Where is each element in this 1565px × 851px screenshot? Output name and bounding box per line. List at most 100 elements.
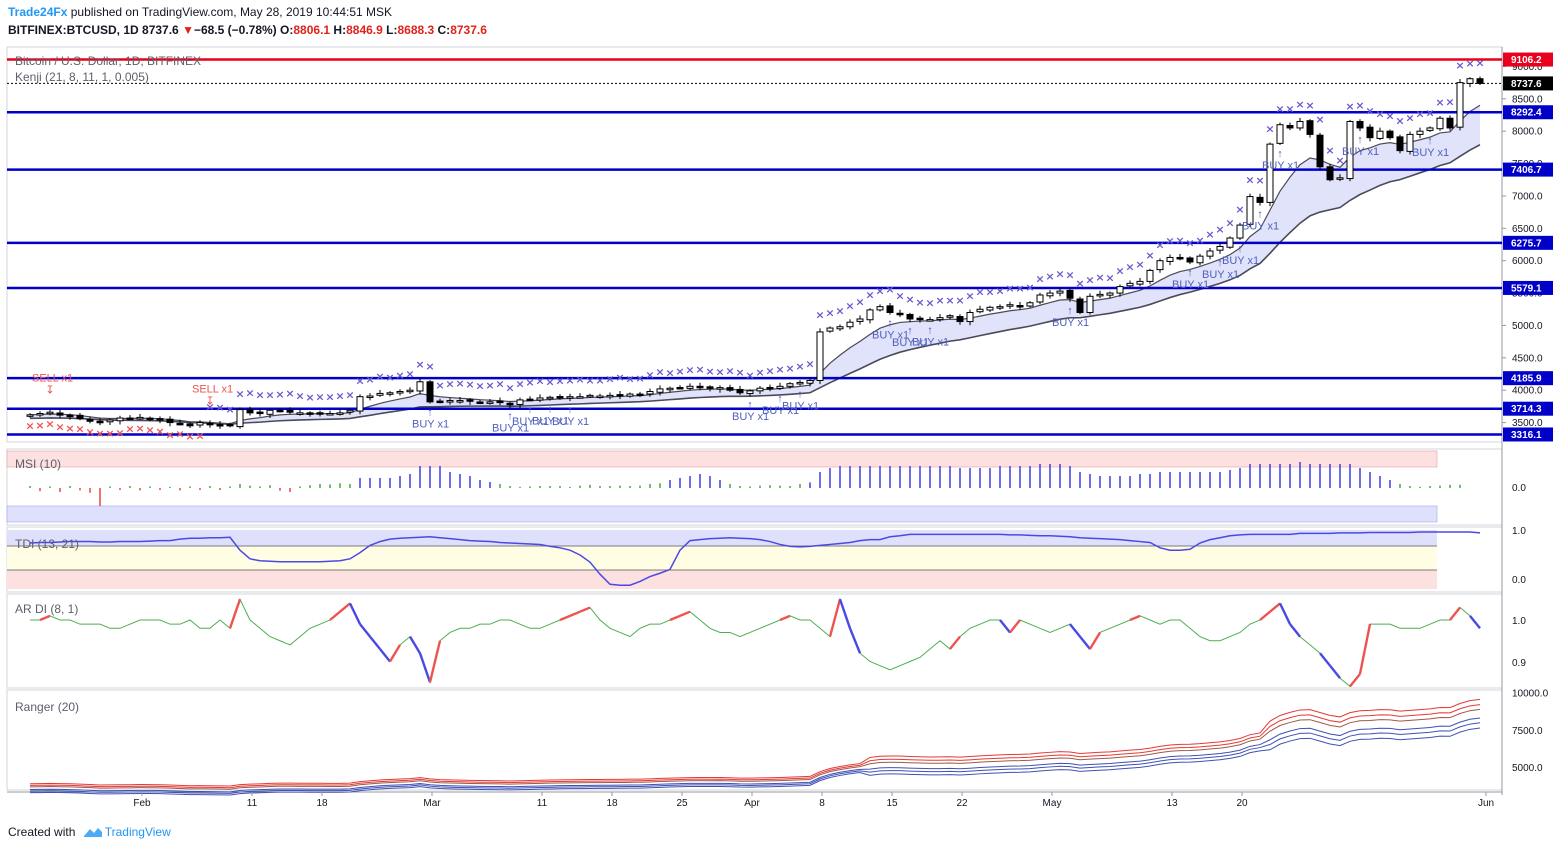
buy-signal-label: BUY x1 [1242, 221, 1279, 233]
time-axis-label: Apr [744, 798, 760, 809]
publish-text: published on TradingView.com, May 28, 20… [70, 5, 393, 19]
candle [36, 413, 44, 416]
buy-signal-label: BUY x1 [1172, 279, 1209, 291]
stop-cross-marker: × [1295, 98, 1304, 111]
msi-bar [559, 486, 561, 488]
stop-cross-marker: × [475, 380, 484, 393]
tdi-line [29, 531, 1481, 586]
time-axis-label: 13 [1166, 798, 1178, 809]
stop-cross-marker: × [995, 284, 1004, 297]
level-price-tag [1503, 280, 1553, 295]
msi-bar [1149, 474, 1151, 488]
ardi-up-segment [779, 614, 791, 622]
candle [656, 388, 664, 393]
candle [696, 385, 704, 389]
stop-cross-marker: × [495, 378, 504, 391]
buy-arrow-icon: ↑ [1257, 209, 1263, 221]
candle [406, 389, 414, 393]
buy-signal-label: BUY x1 [1262, 160, 1299, 172]
publisher-name[interactable]: Trade24Fx [8, 5, 68, 19]
msi-bar [439, 466, 441, 488]
candle [1466, 78, 1474, 84]
candle [1126, 282, 1134, 287]
msi-bar [1109, 476, 1111, 488]
stop-cross-marker: × [75, 422, 84, 435]
ardi-down-segment [369, 635, 381, 650]
stop-cross-marker: × [485, 379, 494, 392]
msi-bar [839, 466, 841, 488]
time-axis-label: Jun [1478, 798, 1494, 809]
candle [1336, 177, 1344, 180]
candle [426, 381, 434, 403]
stop-cross-marker: × [505, 382, 514, 395]
buy-arrow-icon: ↑ [1067, 305, 1073, 317]
stop-cross-marker: × [825, 306, 834, 319]
candle [236, 409, 244, 428]
buy-arrow-icon: ↑ [527, 404, 533, 416]
ardi-up-segment [428, 640, 442, 683]
msi-bar [979, 468, 981, 488]
msi-bar [349, 484, 351, 488]
tdi-chart [7, 530, 1481, 589]
ardi-up-segment [669, 614, 681, 622]
candle [46, 411, 54, 415]
candle [1236, 224, 1244, 239]
time-axis-label: Mar [423, 798, 441, 809]
msi-bar [1029, 466, 1031, 488]
candle [256, 411, 264, 415]
ardi-up-segment [339, 602, 351, 613]
msi-bar [649, 484, 651, 488]
candle [86, 418, 94, 422]
candle [196, 422, 204, 426]
stop-cross-marker: × [345, 389, 354, 402]
stop-cross-marker: × [95, 427, 104, 440]
candle [276, 409, 284, 413]
candle [1106, 292, 1114, 296]
ardi-pane[interactable] [6, 593, 1503, 689]
candle [736, 388, 744, 394]
stop-cross-marker: × [25, 420, 34, 433]
msi-bar [599, 486, 601, 488]
candle [1196, 255, 1204, 264]
msi-bar [1079, 472, 1081, 488]
candle [936, 317, 944, 321]
candle [486, 401, 494, 404]
tradingview-link[interactable]: TradingView [104, 825, 171, 839]
candle [246, 409, 254, 414]
buy-arrow-icon: ↑ [427, 406, 433, 418]
stop-cross-marker: × [925, 297, 934, 310]
stop-cross-marker: × [175, 427, 184, 440]
msi-bar [369, 478, 371, 488]
level-price-tag [1503, 105, 1553, 120]
candle [416, 381, 424, 392]
buy-signal-label: BUY x1 [732, 411, 769, 423]
stop-cross-marker: × [525, 376, 534, 389]
candle [756, 387, 764, 392]
candle [1266, 143, 1274, 203]
candle [496, 400, 504, 404]
candle [1206, 250, 1214, 257]
stop-cross-marker: × [145, 423, 154, 436]
candle [446, 400, 454, 403]
ardi-down-segment [848, 627, 862, 654]
msi-bar [429, 466, 431, 488]
level-price-tag [1503, 371, 1553, 386]
stop-cross-marker: × [555, 374, 564, 387]
candle [506, 402, 514, 406]
stop-cross-marker: × [375, 370, 384, 383]
msi-bar [109, 486, 111, 488]
msi-bar [529, 486, 531, 488]
ardi-down-segment [1278, 602, 1292, 625]
ardi-down-segment [379, 648, 391, 663]
stop-cross-marker: × [895, 290, 904, 303]
stop-cross-marker: × [1035, 273, 1044, 286]
candle [926, 319, 934, 322]
msi-bar [969, 468, 971, 488]
candle [596, 395, 604, 399]
msi-bar [289, 488, 291, 492]
stop-cross-marker: × [1075, 277, 1084, 290]
ranger-axis-label: 5000.0 [1512, 763, 1543, 774]
ardi-up-segment [1358, 623, 1372, 675]
stop-cross-marker: × [165, 428, 174, 441]
